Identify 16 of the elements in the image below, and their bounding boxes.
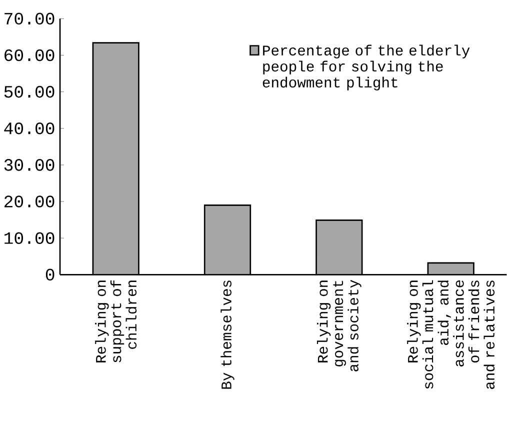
y-tick-label: 0 bbox=[46, 268, 54, 281]
x-tick-label: By themselves bbox=[220, 280, 234, 389]
bar bbox=[92, 42, 139, 275]
x-tick-label: Relying on social mutual aid, and assistance of friends and relatives bbox=[407, 280, 495, 389]
y-tick-label: 60.00 bbox=[4, 49, 54, 62]
x-tick-label: Relying on government and society bbox=[317, 280, 362, 372]
bar bbox=[316, 220, 362, 275]
y-tick-label: 70.00 bbox=[4, 12, 54, 25]
y-tick-label: 50.00 bbox=[4, 86, 54, 98]
y-tick-label: 20.00 bbox=[4, 196, 54, 208]
y-tick-label: 30.00 bbox=[4, 159, 54, 171]
y-tick-label: 10.00 bbox=[4, 232, 54, 244]
x-tick-label: Relying on support of children bbox=[95, 280, 137, 362]
y-tick-label: 40.00 bbox=[4, 122, 54, 134]
bar bbox=[204, 205, 250, 275]
legend-label: Percentage of the elderly people for solving the endowment plight bbox=[262, 44, 470, 90]
